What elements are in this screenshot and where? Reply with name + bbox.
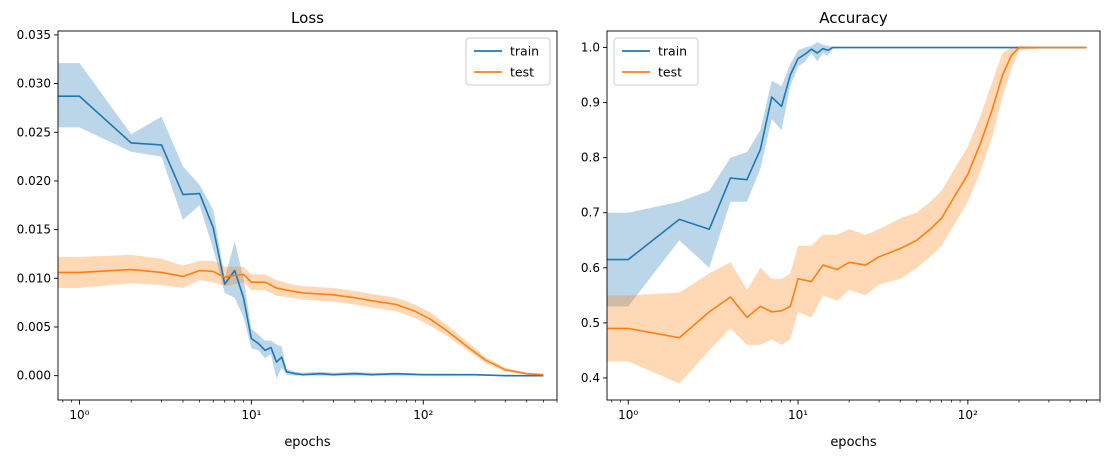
- accuracy-chart: 0.4 0.5 0.6 0.7 0.8 0.9 1.0 10⁰ 10¹ 10² Accuracy ep…: [581, 9, 1101, 450]
- loss-chart-ytick-label: 0.010: [17, 271, 51, 285]
- accuracy-chart-xtick-label: 10¹: [788, 408, 808, 422]
- accuracy-chart-legend-box: [613, 37, 699, 86]
- accuracy-chart-legend-train-label: train: [658, 44, 687, 59]
- loss-chart-test-line: [58, 268, 544, 376]
- accuracy-chart-ytick-label: 1.0: [581, 41, 600, 55]
- accuracy-chart-ytick-label: 0.4: [581, 371, 600, 385]
- accuracy-chart-title: Accuracy: [819, 9, 888, 27]
- loss-chart-title: Loss: [291, 9, 324, 27]
- accuracy-chart-ytick-label: 0.5: [581, 316, 600, 330]
- loss-chart-legend-train-label: train: [510, 44, 539, 59]
- loss-chart-plot-area: [58, 31, 557, 400]
- accuracy-chart-ytick-label: 0.9: [581, 96, 600, 110]
- loss-chart-train-line: [58, 95, 544, 377]
- accuracy-chart-legend: train test: [613, 37, 699, 86]
- loss-chart-ytick-label: 0.025: [17, 125, 51, 139]
- accuracy-chart-ytick-label: 0.7: [581, 206, 600, 220]
- accuracy-chart-test-line: [607, 46, 1087, 339]
- accuracy-chart-frame: [606, 30, 1101, 401]
- accuracy-chart-legend-test-label: test: [658, 65, 682, 80]
- loss-chart-frame: [57, 30, 558, 401]
- loss-chart-legend-test-label: test: [510, 65, 534, 80]
- accuracy-chart-ytick-label: 0.6: [581, 261, 600, 275]
- accuracy-chart-xlabel: epochs: [830, 435, 877, 450]
- loss-chart-ytick-label: 0.030: [17, 77, 51, 91]
- loss-chart-xtick-label: 10¹: [241, 408, 261, 422]
- loss-chart-ytick-label: 0.005: [17, 320, 51, 334]
- loss-chart-legend: train test: [465, 37, 551, 86]
- accuracy-chart-train-line: [607, 46, 1087, 261]
- loss-chart-xtick-label: 10⁰: [69, 408, 89, 422]
- loss-chart-ytick-label: 0.035: [17, 28, 51, 42]
- loss-chart-xlabel: epochs: [284, 435, 331, 450]
- loss-chart-ytick-label: 0.020: [17, 174, 51, 188]
- loss-chart-ytick-label: 0.000: [17, 369, 51, 383]
- accuracy-chart-plot-area: [607, 31, 1100, 400]
- loss-chart-xtick-label: 10²: [413, 408, 433, 422]
- loss-chart-legend-box: [465, 37, 551, 86]
- loss-chart-ytick-label: 0.015: [17, 223, 51, 237]
- accuracy-chart-xtick-label: 10⁰: [618, 408, 638, 422]
- accuracy-chart-ytick-label: 0.8: [581, 151, 600, 165]
- loss-chart: 0.000 0.005 0.010 0.015 0.020 0.025 0.030 0.035…: [17, 9, 558, 450]
- accuracy-chart-xtick-label: 10²: [958, 408, 978, 422]
- loss-chart-test-band: [58, 254, 544, 376]
